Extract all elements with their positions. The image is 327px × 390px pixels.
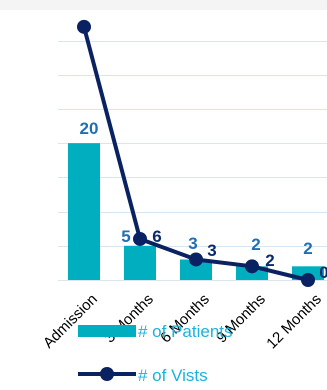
point-visits: [189, 252, 203, 267]
data-label-visits: 3: [207, 241, 216, 260]
point-visits: [133, 231, 147, 246]
visits-line: [77, 19, 315, 287]
x-tick-label: Admission: [40, 291, 101, 352]
bar-patients: [124, 245, 156, 280]
data-label-visits: 2: [265, 251, 274, 270]
legend-label-visits: # of Vists: [138, 366, 208, 385]
point-visits: [245, 259, 259, 274]
data-label-patients: 5: [121, 227, 130, 246]
data-label-patients: 2: [303, 239, 312, 258]
data-label-visits: 6: [152, 227, 161, 246]
point-visits: [77, 19, 91, 34]
bar-patients: [180, 259, 212, 280]
data-label-patients: 3: [188, 234, 197, 253]
bar-patients: [68, 143, 100, 280]
legend-swatch-patients: [78, 325, 136, 337]
point-visits: [301, 273, 315, 287]
legend: # of Patients # of Vists: [78, 322, 233, 385]
legend-label-patients: # of Patients: [138, 322, 233, 341]
data-label-visits: 0: [319, 263, 327, 282]
gridlines: [58, 41, 327, 281]
x-tick-label: 12 Months: [263, 291, 325, 353]
data-label-patients: 20: [80, 119, 99, 138]
top-strip: [0, 0, 327, 10]
data-label-patients: 2: [251, 235, 260, 254]
legend-swatch-visits-marker: [100, 367, 114, 381]
